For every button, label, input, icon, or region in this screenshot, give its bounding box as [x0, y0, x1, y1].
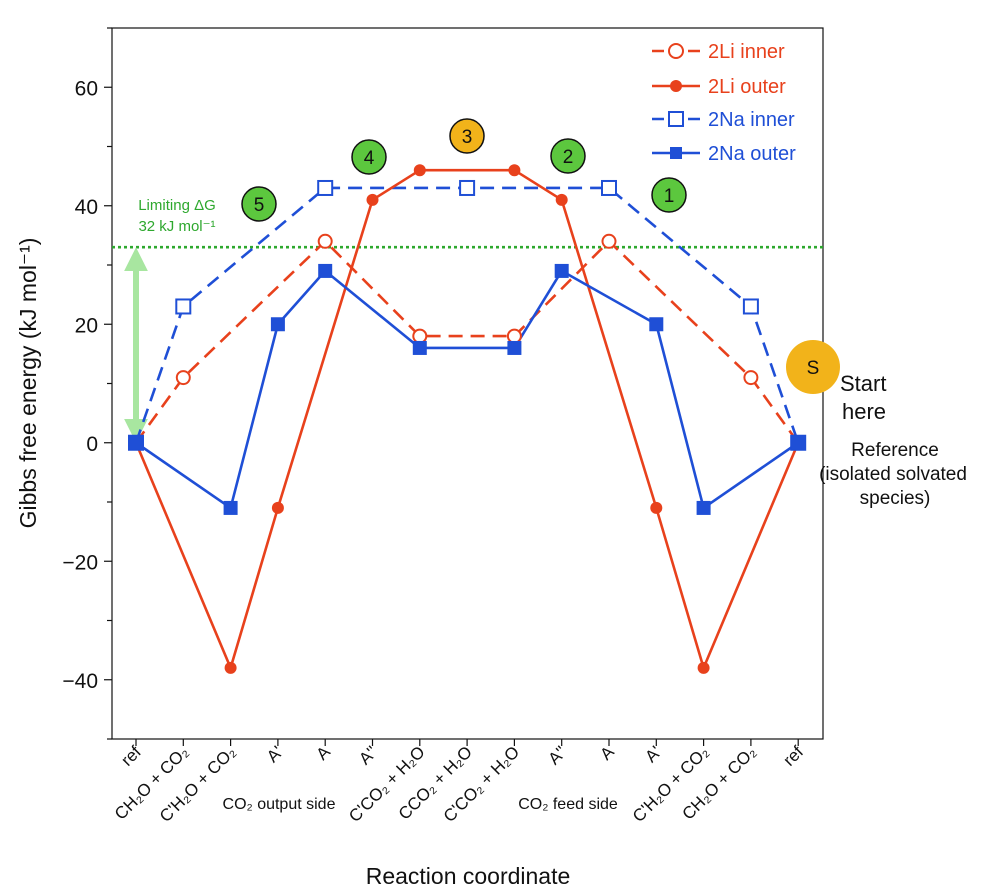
- series-group: [128, 164, 807, 674]
- data-point: [601, 233, 617, 249]
- legend-marker: [668, 111, 684, 127]
- step-badge-label: 1: [664, 186, 675, 207]
- data-point: [650, 501, 663, 514]
- legend-marker: [670, 80, 682, 92]
- x-tick-label: ref: [117, 742, 145, 770]
- x-tick-label: A'': [544, 742, 570, 768]
- y-tick-label: 40: [75, 196, 98, 219]
- reference-label-line1: Reference: [851, 440, 939, 461]
- y-tick-label: 20: [75, 314, 98, 337]
- step-badge-label: S: [807, 358, 820, 379]
- data-point: [317, 179, 334, 196]
- legend-marker: [668, 43, 684, 59]
- y-tick-label: 0: [86, 433, 98, 456]
- step-badge: [651, 177, 687, 213]
- legend-label: 2Li outer: [708, 76, 786, 98]
- step-badge: [449, 118, 485, 154]
- step-badge: [786, 340, 840, 394]
- data-point: [791, 435, 806, 450]
- step-badge: [241, 186, 277, 222]
- y-tick-label: −40: [62, 670, 98, 693]
- data-point: [459, 179, 476, 196]
- data-point: [696, 500, 711, 515]
- data-point: [555, 193, 568, 206]
- data-point: [366, 193, 379, 206]
- data-point: [175, 298, 192, 315]
- data-point: [507, 340, 522, 355]
- y-axis: 60 40 20 0 −20 −40: [62, 27, 112, 740]
- data-point: [601, 179, 617, 196]
- output-side-label: CO₂ output side: [223, 796, 336, 813]
- x-tick-label: A'': [355, 742, 381, 768]
- legend-label: 2Li inner: [708, 41, 785, 63]
- data-point: [554, 263, 569, 278]
- series-line: [134, 186, 800, 444]
- series-line: [134, 168, 800, 670]
- x-tick-label: A': [263, 742, 287, 766]
- legend-marker: [670, 147, 682, 159]
- x-tick-label: A: [313, 742, 335, 764]
- x-tick-label: ref: [780, 742, 808, 770]
- step-badge-label: 4: [364, 148, 375, 169]
- data-point: [175, 370, 191, 386]
- data-point: [412, 340, 427, 355]
- data-point: [318, 263, 333, 278]
- series-line: [135, 269, 799, 510]
- step-badge-label: 5: [254, 195, 265, 216]
- step-badges: 5 4 3 2 1 S: [241, 118, 840, 394]
- data-point: [223, 500, 238, 515]
- data-point: [506, 328, 522, 344]
- feed-side-label: CO₂ feed side: [518, 796, 618, 813]
- step-badge-label: 3: [462, 127, 473, 148]
- reference-label-line3: species): [860, 488, 931, 509]
- data-point: [742, 298, 759, 315]
- start-label-line1: Start: [840, 371, 886, 396]
- legend: 2Li inner 2Li outer 2Na inner 2Na outer: [652, 41, 796, 165]
- data-point: [649, 317, 664, 332]
- limiting-dg-label: Limiting ΔG: [138, 197, 216, 214]
- start-label-line2: here: [842, 399, 886, 424]
- data-point: [697, 661, 710, 674]
- x-axis-label: Reaction coordinate: [366, 863, 571, 889]
- reference-label-line2: (isolated solvated: [819, 464, 967, 485]
- limiting-dg-value: 32 kJ mol⁻¹: [138, 218, 215, 235]
- data-point: [743, 370, 759, 386]
- data-point: [412, 328, 428, 344]
- step-badge-label: 2: [563, 147, 574, 168]
- step-badge: [550, 138, 586, 174]
- legend-label: 2Na inner: [708, 109, 795, 131]
- series-line: [134, 240, 800, 444]
- data-point: [271, 501, 284, 514]
- y-tick-label: −20: [62, 551, 98, 574]
- x-tick-label: A': [641, 742, 665, 766]
- step-badge: [351, 139, 387, 175]
- data-point: [129, 435, 143, 450]
- data-point: [317, 233, 333, 249]
- data-point: [413, 164, 426, 177]
- y-tick-label: 60: [75, 77, 98, 100]
- data-point: [508, 164, 521, 177]
- legend-label: 2Na outer: [708, 143, 796, 165]
- data-point: [224, 661, 237, 674]
- data-point: [270, 317, 285, 332]
- x-tick-label: A: [596, 742, 618, 764]
- y-axis-label: Gibbs free energy (kJ mol⁻¹): [15, 238, 41, 529]
